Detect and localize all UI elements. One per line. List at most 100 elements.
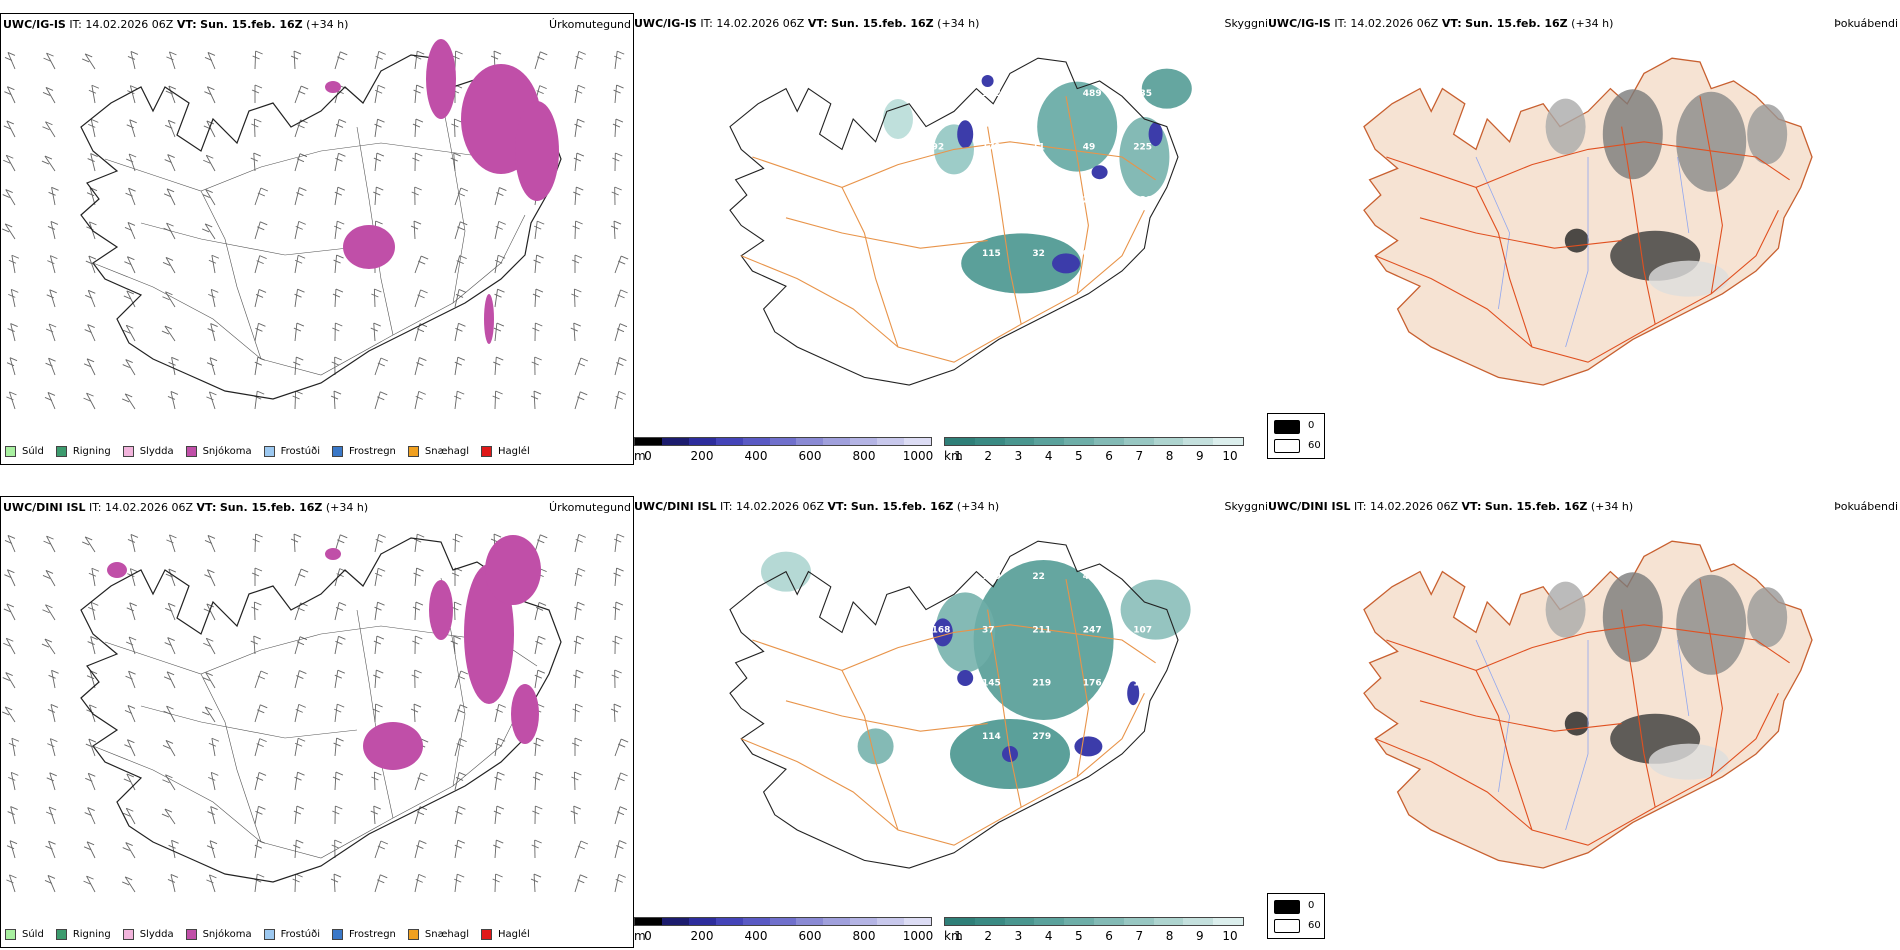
wind-barb xyxy=(293,356,304,376)
wind-barb xyxy=(250,152,261,172)
wind-barb xyxy=(88,601,99,621)
wind-barb xyxy=(612,152,623,172)
wind-barb xyxy=(208,737,220,757)
wind-barb xyxy=(294,187,307,206)
wind-barb xyxy=(571,288,582,308)
fog-min-swatch xyxy=(1274,420,1300,434)
wind-barb xyxy=(334,152,346,172)
wind-barb xyxy=(84,807,96,825)
wind-barb xyxy=(206,357,218,376)
wind-barb xyxy=(123,324,136,342)
colorbar-tick: 5 xyxy=(1075,449,1083,463)
cloud-base-area xyxy=(981,75,994,87)
legend-label: Rigning xyxy=(72,445,111,457)
wind-barb xyxy=(574,391,588,410)
wind-barb xyxy=(125,153,137,172)
legend-swatch xyxy=(332,445,343,457)
colorbar-tick: 6 xyxy=(1105,929,1113,943)
wind-barb xyxy=(374,357,389,376)
wind-barb xyxy=(124,705,136,723)
wind-barb xyxy=(454,839,465,859)
panel-header: UWC/IG-IS IT: 14.02.2026 06Z VT: Sun. 15… xyxy=(3,18,349,31)
wind-barb xyxy=(292,873,303,893)
wind-barb xyxy=(165,119,176,138)
wind-barb xyxy=(454,704,468,723)
wind-barb xyxy=(533,254,544,274)
wind-barb xyxy=(88,84,100,104)
fog-panel-row1: UWC/IG-IS IT: 14.02.2026 06Z VT: Sun. 15… xyxy=(1268,13,1900,465)
wind-barb xyxy=(162,291,176,308)
legend-label: Frostregn xyxy=(349,928,396,940)
wind-barb xyxy=(532,288,544,308)
wind-barb xyxy=(127,534,139,553)
wind-barb xyxy=(88,567,100,587)
wind-barb xyxy=(370,322,381,342)
height-label: 176 xyxy=(1083,679,1102,689)
legend-item: Slydda xyxy=(122,925,174,943)
wind-barb xyxy=(208,288,219,308)
visibility-panel-row2: UWC/DINI ISL IT: 14.02.2026 06Z VT: Sun.… xyxy=(634,496,1268,948)
wind-barb xyxy=(574,874,588,893)
legend-label: Súld xyxy=(22,445,44,457)
legend-swatch xyxy=(407,928,419,940)
wind-barb xyxy=(167,391,179,410)
height-label: 689 xyxy=(1083,249,1102,259)
wind-barb xyxy=(412,118,424,138)
height-label: 799 xyxy=(982,572,1001,582)
wind-barb xyxy=(454,805,466,825)
colorbar-segment xyxy=(850,438,878,445)
wind-barb xyxy=(87,636,98,655)
fog-panel-row2: UWC/DINI ISL IT: 14.02.2026 06Z VT: Sun.… xyxy=(1268,496,1900,948)
fog-index-area xyxy=(1545,581,1586,638)
wind-barb xyxy=(334,568,347,587)
wind-barb xyxy=(612,601,624,621)
wind-barb xyxy=(41,155,56,172)
road-lines xyxy=(740,96,1156,363)
wind-barb xyxy=(122,393,136,410)
fog-index-area xyxy=(1676,574,1747,675)
wind-barb xyxy=(614,738,629,757)
wind-barb xyxy=(493,356,504,376)
height-label: 179 xyxy=(982,142,1001,152)
low-visibility-area xyxy=(1037,81,1118,172)
wind-barb xyxy=(373,152,385,172)
wind-barb xyxy=(614,533,625,553)
legend-label: Snjókoma xyxy=(202,928,252,940)
height-label: 627 xyxy=(1032,89,1051,99)
height-label: 115 xyxy=(982,249,1001,259)
road-line xyxy=(1374,209,1779,363)
colorbar-segment xyxy=(1123,438,1154,445)
legend-item: Rigning xyxy=(55,442,111,460)
wind-barb xyxy=(8,254,20,274)
wind-barb xyxy=(47,221,59,240)
road-lines xyxy=(1374,579,1790,846)
wind-barb xyxy=(125,636,137,655)
wind-barb xyxy=(614,806,628,825)
panel-title: Þokuábendi xyxy=(1834,500,1898,513)
wind-barb xyxy=(82,536,96,553)
wind-barb xyxy=(410,220,422,240)
wind-barb xyxy=(614,390,626,410)
wind-barb xyxy=(47,738,58,757)
wind-barb xyxy=(85,289,96,308)
height-label: 896 xyxy=(932,679,951,689)
wind-barb xyxy=(42,569,56,587)
panel-title: Skyggni xyxy=(1224,500,1268,513)
low-visibility-area xyxy=(935,592,996,673)
wind-barb xyxy=(254,805,266,825)
road-line xyxy=(841,670,899,831)
wind-barb xyxy=(374,391,388,410)
wind-barbs xyxy=(2,50,629,410)
river-line xyxy=(1565,157,1589,348)
colorbar-segment xyxy=(715,918,743,925)
wind-barb xyxy=(330,873,342,893)
colorbar-segment xyxy=(945,918,975,925)
wind-barb xyxy=(6,840,18,859)
height-label: 22 xyxy=(1032,572,1045,582)
wind-barb xyxy=(3,637,16,655)
colorbar-strip xyxy=(944,437,1244,446)
legend-label: Frostúði xyxy=(280,928,320,940)
wind-barb xyxy=(574,567,586,587)
wind-barb xyxy=(332,805,343,825)
legend-label: Snjókoma xyxy=(202,445,252,457)
